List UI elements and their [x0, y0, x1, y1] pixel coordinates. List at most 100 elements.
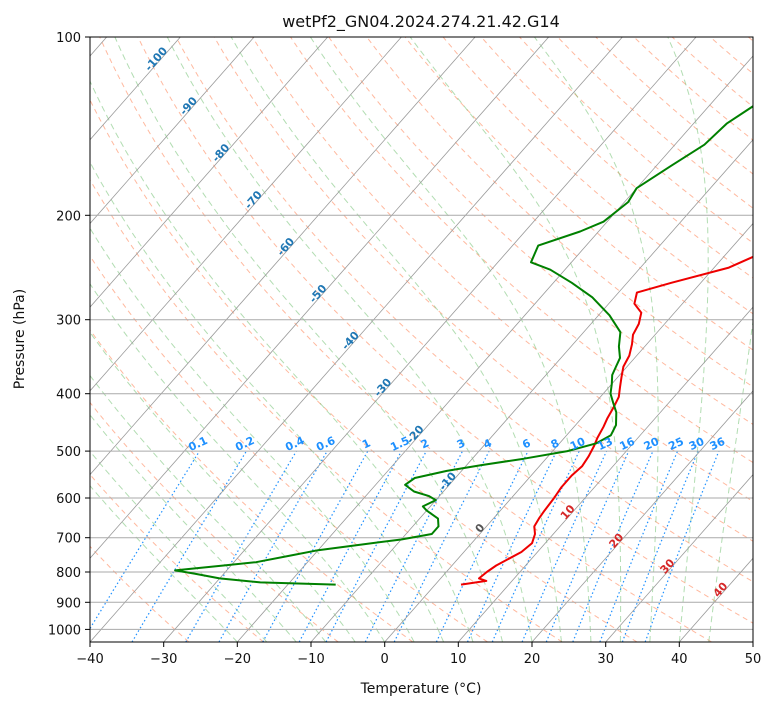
mixing-ratio-label: 25: [666, 435, 685, 453]
dry-adiabat-line: [290, 37, 753, 464]
x-tick-label: 30: [597, 652, 614, 667]
y-tick-label: 900: [56, 596, 81, 611]
x-tick-label: 20: [524, 652, 541, 667]
isotherm-line: [90, 37, 329, 308]
mixing-ratio-line: [262, 450, 369, 642]
moist-adiabats: [90, 37, 753, 642]
dry-adiabat-line: [328, 37, 753, 425]
mixing-ratio-line: [621, 450, 699, 642]
dry-adiabat-line: [519, 37, 753, 244]
y-tick-label: 300: [56, 314, 81, 329]
x-axis-label: Temperature (°C): [360, 681, 482, 697]
mixing-ratio-line: [545, 450, 630, 642]
mixing-ratio-line: [90, 450, 201, 630]
mixing-ratio-line: [572, 450, 654, 642]
dewpoint-profile-line: [174, 105, 753, 586]
dry-adiabat-line: [251, 37, 753, 502]
x-tick-label: −30: [150, 652, 177, 667]
dry-adiabat-line: [366, 37, 753, 388]
y-axis-ticks: 100 200 300 400 500 600 700 800 900 1000: [48, 31, 90, 638]
mixing-ratio-label: 36: [708, 435, 728, 453]
moist-adiabat-line: [90, 414, 297, 642]
dry-adiabat-line: [480, 37, 753, 279]
moist-adiabat-line: [90, 331, 356, 642]
y-tick-label: 400: [56, 388, 81, 403]
moist-adiabat-line: [90, 374, 327, 642]
x-tick-label: −10: [297, 652, 324, 667]
isotherm-line: [457, 306, 753, 642]
isotherm-line: [531, 390, 753, 642]
x-tick-label: 10: [450, 652, 467, 667]
mixing-ratio-line: [298, 450, 403, 642]
mixing-ratio-line: [218, 450, 328, 642]
dry-adiabat-line: [175, 37, 753, 583]
temperature-profile-line: [460, 255, 753, 586]
dry-adiabat-line: [90, 178, 563, 642]
y-tick-label: 500: [56, 445, 81, 460]
y-axis-label: Pressure (hPa): [12, 289, 28, 389]
dry-adiabats: [90, 37, 753, 642]
mixing-ratio-line: [521, 450, 608, 642]
mixing-ratio-label: 20: [642, 435, 662, 453]
mixing-ratio-line: [393, 450, 490, 642]
moist-adiabat-line: [90, 80, 474, 642]
isotherm-line: [310, 139, 753, 642]
isotherm-line: [163, 37, 697, 642]
mixing-ratio-line: [644, 450, 720, 642]
dry-adiabat-line: [90, 98, 638, 642]
isotherm-line: [90, 37, 402, 392]
isotherm-line: [384, 222, 753, 642]
dry-adiabat-line: [90, 255, 488, 642]
mixing-ratio-line: [599, 450, 679, 642]
moist-adiabat-line: [309, 37, 592, 642]
moist-adiabat-line: [114, 37, 503, 642]
x-tick-label: 40: [671, 652, 688, 667]
mixing-ratio-label: 13: [595, 435, 614, 453]
moist-adiabat-line: [166, 37, 533, 642]
x-axis-ticks: −40 −30 −20 −10 0 10 20 30 40 50: [76, 642, 761, 667]
y-tick-label: 800: [56, 566, 81, 581]
isotherm-line: [90, 37, 623, 642]
x-tick-label: −40: [76, 652, 103, 667]
moist-adiabat-line: [409, 37, 622, 642]
dry-adiabat-line: [90, 401, 339, 642]
mixing-ratio-line: [364, 450, 464, 642]
plot-area: -100-90-80-70-60-50-40-30-20-10010203040…: [90, 37, 753, 642]
dry-adiabat-line: [557, 37, 753, 209]
y-tick-label: 100: [56, 31, 81, 46]
dry-adiabat-line: [99, 37, 712, 642]
x-tick-label: 0: [381, 652, 389, 667]
mixing-ratio-label: 30: [687, 435, 707, 453]
moist-adiabat-line: [230, 37, 562, 642]
mixing-ratio-label: 10: [568, 435, 588, 453]
dry-adiabat-line: [404, 37, 753, 351]
plot-frame: [89, 36, 754, 643]
moist-adiabat-line: [708, 317, 753, 642]
y-tick-label: 1000: [48, 623, 81, 638]
isotherm-line: [236, 55, 753, 642]
moist-adiabat-line: [90, 450, 268, 642]
y-tick-label: 600: [56, 492, 81, 507]
y-tick-label: 700: [56, 532, 81, 547]
isotherm-line: [90, 37, 476, 476]
x-tick-label: −20: [224, 652, 251, 667]
moist-adiabat-line: [90, 282, 386, 642]
isotherm-line: [90, 37, 255, 225]
moist-adiabat-line: [667, 37, 709, 642]
sounding-series: [174, 105, 753, 586]
mixing-ratio-label: 16: [618, 435, 638, 453]
isotherm-line: [90, 37, 181, 141]
dry-adiabat-line: [90, 329, 414, 642]
isotherms: [90, 37, 753, 642]
chart-title: wetPf2_GN04.2024.274.21.42.G14: [282, 12, 560, 32]
moist-adiabat-line: [90, 484, 238, 642]
isotherm-line: [605, 474, 753, 642]
dry-adiabat-line: [442, 37, 753, 315]
y-tick-label: 200: [56, 209, 81, 224]
isotherm-line: [90, 37, 550, 559]
mixing-ratio-lines: [90, 450, 720, 642]
dry-adiabat-line: [137, 37, 753, 624]
